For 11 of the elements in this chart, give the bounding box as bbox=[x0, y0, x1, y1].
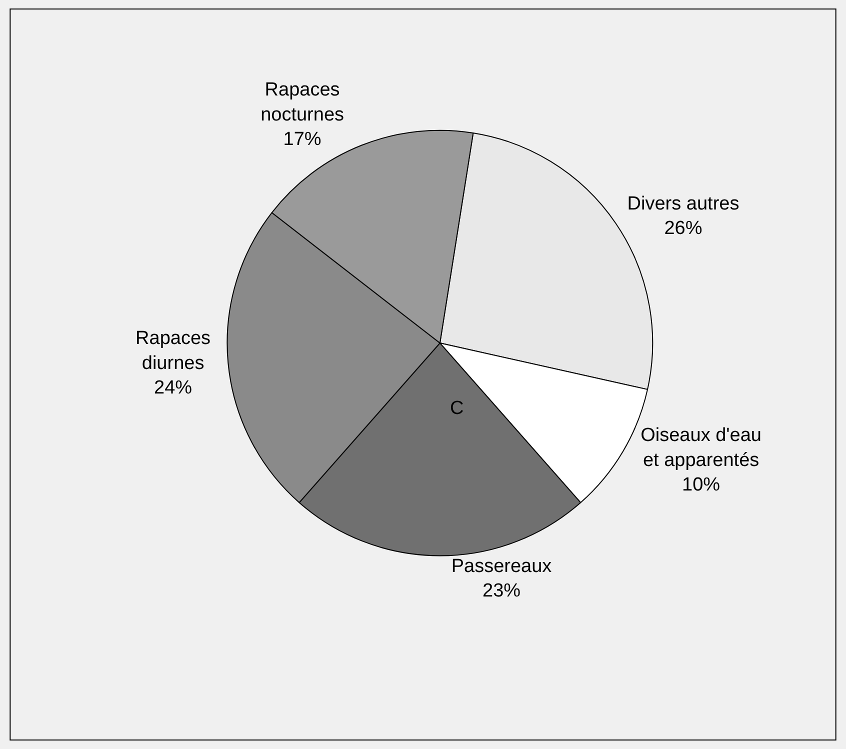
data-label: 17% bbox=[283, 129, 322, 150]
slice-label: Rapaces nocturnes bbox=[260, 80, 344, 126]
slice-label: Rapaces diurnes bbox=[136, 328, 211, 374]
data-label: 26% bbox=[664, 218, 702, 240]
slice-label: Oiseaux d'eau et apparentés bbox=[640, 425, 762, 471]
slice-label: Divers autres bbox=[627, 193, 740, 214]
data-label: 24% bbox=[154, 378, 192, 399]
slice-label: Passereaux bbox=[451, 556, 552, 577]
data-label: 10% bbox=[682, 474, 720, 496]
text: C bbox=[450, 398, 464, 419]
data-label: 23% bbox=[482, 580, 521, 602]
